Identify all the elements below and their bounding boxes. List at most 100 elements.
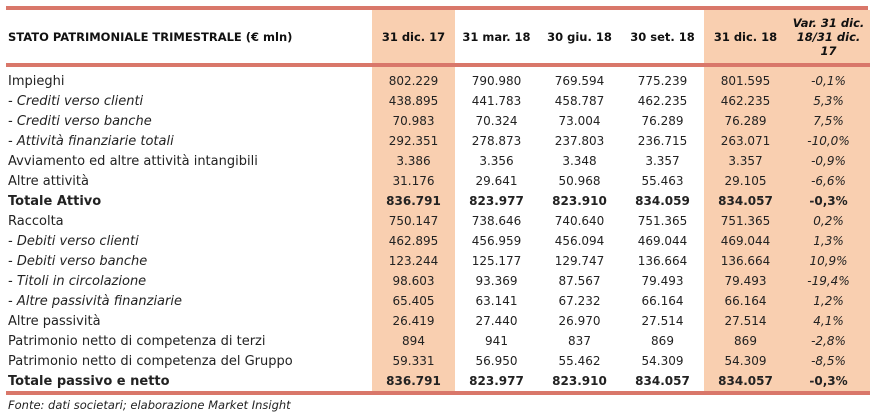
value-cell: 63.141 [475,294,518,308]
row-label: Altre passività [8,313,101,329]
row-label: - Altre passività finanziarie [8,293,182,309]
value-cell: 790.980 [471,74,522,88]
value-cell: 458.787 [554,94,605,108]
table-row: Patrimonio netto di competenza del Grupp… [6,351,870,371]
row-label: Totale passivo e netto [8,373,170,389]
value-cell: 750.147 [372,211,455,231]
value-cell: 50.968 [558,174,601,188]
column-header: 31 mar. 18 [462,29,531,44]
row-label: Raccolta [8,213,64,229]
value-cell: 27.440 [475,314,518,328]
value-cell: 462.895 [372,231,455,251]
value-cell: 125.177 [471,254,522,268]
value-cell: 894 [372,331,455,351]
value-cell: 740.640 [554,214,605,228]
value-cell: 56.950 [475,354,518,368]
row-label: - Debiti verso banche [8,253,148,269]
value-cell: 802.229 [372,71,455,91]
variation-cell: 10,9% [787,251,870,271]
value-cell: 834.057 [704,371,787,393]
value-cell: 67.232 [558,294,601,308]
value-cell: 462.235 [637,94,688,108]
value-cell: 236.715 [637,134,688,148]
value-cell: 751.365 [637,214,688,228]
top-rule [6,6,868,10]
row-label: - Debiti verso clienti [8,233,139,249]
value-cell: 462.235 [704,91,787,111]
variation-cell: -10,0% [787,131,870,151]
table-row: Totale passivo e netto 836.791 823.977 823.… [6,371,870,393]
value-cell: 438.895 [372,91,455,111]
header-row: STATO PATRIMONIALE TRIMESTRALE (€ mln) 3… [6,10,870,65]
column-header: 31 dic. 17 [372,10,455,65]
value-cell: 136.664 [704,251,787,271]
table-row: - Crediti verso banche 70.983 70.324 73.004… [6,111,870,131]
table-title: STATO PATRIMONIALE TRIMESTRALE (€ mln) [8,29,293,44]
variation-cell: -0,1% [787,71,870,91]
value-cell: 3.348 [562,154,597,168]
value-cell: 469.044 [637,234,688,248]
variation-cell: 1,2% [787,291,870,311]
value-cell: 769.594 [554,74,605,88]
row-label: - Crediti verso clienti [8,93,144,109]
table-row: Raccolta 750.147 738.646 740.640 751.365 751.… [6,211,870,231]
value-cell: 70.983 [372,111,455,131]
value-cell: 3.356 [479,154,514,168]
value-cell: 76.289 [704,111,787,131]
value-cell: 70.324 [475,114,518,128]
value-cell: 123.244 [372,251,455,271]
row-label: - Crediti verso banche [8,113,152,129]
variation-cell: -6,6% [787,171,870,191]
value-cell: 941 [485,334,508,348]
variation-cell: 7,5% [787,111,870,131]
row-label: Impieghi [8,73,65,89]
value-cell: 869 [704,331,787,351]
value-cell: 76.289 [641,114,684,128]
variation-cell: -19,4% [787,271,870,291]
table-row: Altre attività 31.176 29.641 50.968 55.463 29… [6,171,870,191]
row-label: Patrimonio netto di competenza del Grupp… [8,353,293,369]
table-row: Avviamento ed altre attività intangibili… [6,151,870,171]
row-label: Avviamento ed altre attività intangibili [8,153,258,169]
table-row: - Debiti verso banche 123.244 125.177 129.7… [6,251,870,271]
value-cell: 79.493 [641,274,684,288]
value-cell: 66.164 [704,291,787,311]
value-cell: 54.309 [704,351,787,371]
row-label: Patrimonio netto di competenza di terzi [8,333,266,349]
variation-cell: 5,3% [787,91,870,111]
table-row: Altre passività 26.419 27.440 26.970 27.514 2… [6,311,870,331]
value-cell: 31.176 [372,171,455,191]
table-row: Impieghi 802.229 790.980 769.594 775.239 801.… [6,71,870,91]
row-label: Altre attività [8,173,89,189]
value-cell: 3.386 [372,151,455,171]
column-header: Var. 31 dic. 18/31 dic. 17 [787,10,870,65]
variation-cell: 0,2% [787,211,870,231]
table-row: - Attività finanziarie totali 292.351 278.… [6,131,870,151]
value-cell: 441.783 [471,94,522,108]
variation-cell: -0,9% [787,151,870,171]
value-cell: 54.309 [641,354,684,368]
value-cell: 29.641 [475,174,518,188]
value-cell: 93.369 [475,274,518,288]
value-cell: 823.977 [469,194,524,208]
row-label: - Titoli in circolazione [8,273,147,289]
value-cell: 79.493 [704,271,787,291]
value-cell: 27.514 [641,314,684,328]
balance-sheet-table: STATO PATRIMONIALE TRIMESTRALE (€ mln) 3… [6,10,870,395]
value-cell: 292.351 [372,131,455,151]
value-cell: 823.910 [552,194,607,208]
value-cell: 836.791 [372,371,455,393]
value-cell: 801.595 [704,71,787,91]
value-cell: 26.419 [372,311,455,331]
variation-cell: 4,1% [787,311,870,331]
value-cell: 26.970 [558,314,601,328]
value-cell: 27.514 [704,311,787,331]
value-cell: 55.462 [558,354,601,368]
variation-cell: -0,3% [787,371,870,393]
balance-sheet: STATO PATRIMONIALE TRIMESTRALE (€ mln) 3… [6,6,870,412]
row-label: Totale Attivo [8,193,102,209]
column-header: 31 dic. 18 [704,10,787,65]
value-cell: 237.803 [554,134,605,148]
value-cell: 129.747 [554,254,605,268]
value-cell: 775.239 [637,74,688,88]
